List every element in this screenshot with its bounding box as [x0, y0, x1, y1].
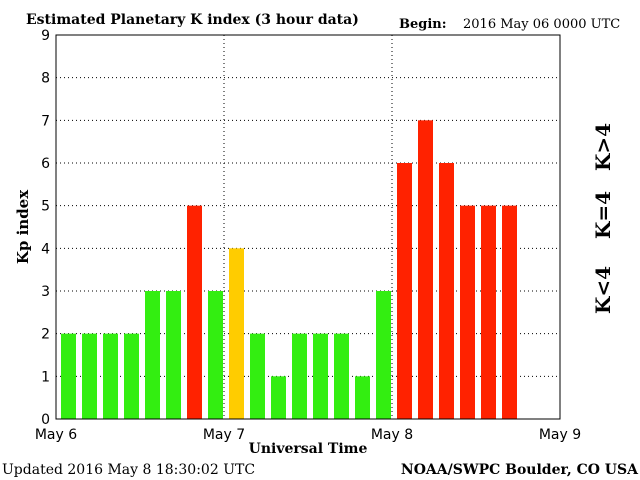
kp-bar: [355, 376, 370, 419]
kp-bar: [103, 333, 118, 419]
y-tick-label: 7: [41, 113, 50, 129]
kp-bar: [418, 120, 433, 419]
y-tick-labels: 0 1 2 3 4 5 6 7 8 9: [41, 28, 50, 428]
kp-bar: [82, 333, 97, 419]
bars: [61, 120, 517, 419]
kp-bar: [292, 333, 307, 419]
y-tick-label: 3: [41, 284, 50, 300]
updated-text: Updated 2016 May 8 18:30:02 UTC: [2, 462, 255, 478]
begin-label: Begin:: [399, 17, 447, 32]
x-tick-labels: May 6 May 7 May 8 May 9: [35, 427, 581, 443]
legend-moderate: K=4: [591, 191, 615, 239]
kp-bar: [229, 248, 244, 419]
y-axis-label: Kp index: [14, 189, 32, 264]
kp-bar: [250, 333, 265, 419]
y-tick-label: 8: [41, 71, 50, 87]
chart-title: Estimated Planetary K index (3 hour data…: [26, 12, 359, 28]
kp-bar: [334, 333, 349, 419]
x-tick-label: May 8: [371, 427, 413, 443]
kp-bar: [439, 163, 454, 419]
kp-bar: [145, 291, 160, 419]
legend: K>4 K=4 K<4: [591, 123, 615, 314]
y-tick-label: 1: [41, 369, 50, 385]
legend-high: K>4: [591, 123, 615, 171]
begin-value: 2016 May 06 0000 UTC: [463, 17, 620, 32]
y-tick-label: 0: [41, 412, 50, 428]
kp-bar: [313, 333, 328, 419]
legend-low: K<4: [591, 266, 615, 314]
y-tick-label: 5: [41, 199, 50, 215]
kp-bar: [124, 333, 139, 419]
grid-lines: [56, 35, 560, 419]
y-tick-label: 4: [41, 241, 50, 257]
x-tick-label: May 9: [539, 427, 581, 443]
y-tick-label: 2: [41, 327, 50, 343]
kp-bar: [481, 205, 496, 419]
plot-frame: [55, 34, 561, 420]
x-tick-label: May 7: [203, 427, 245, 443]
kp-bar: [271, 376, 286, 419]
y-tick-label: 6: [41, 156, 50, 172]
kp-bar: [460, 205, 475, 419]
x-tick-label: May 6: [35, 427, 77, 443]
kp-bar: [61, 333, 76, 419]
kp-bar: [187, 205, 202, 419]
kp-bar: [166, 291, 181, 419]
credit-text: NOAA/SWPC Boulder, CO USA: [401, 462, 639, 478]
x-axis-label: Universal Time: [249, 441, 368, 457]
kp-bar: [397, 163, 412, 419]
y-tick-label: 9: [41, 28, 50, 44]
kp-bar: [208, 291, 223, 419]
kp-bar: [502, 205, 517, 419]
kp-bar: [376, 291, 391, 419]
